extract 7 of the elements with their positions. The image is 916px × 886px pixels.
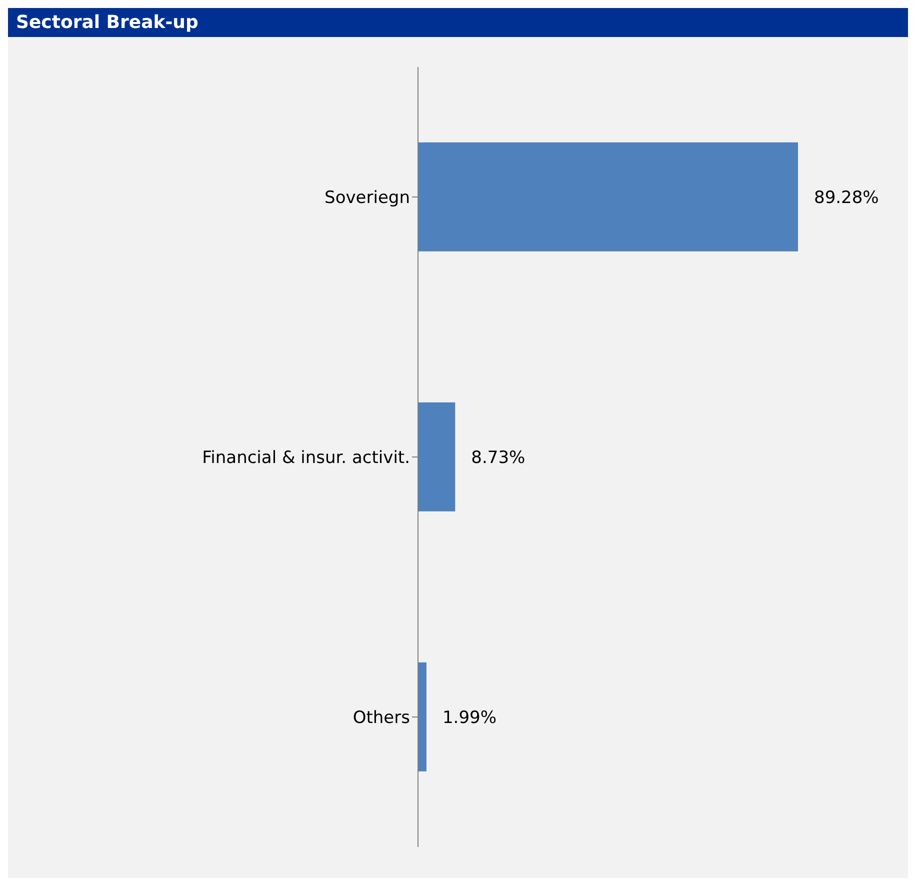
y-tick-label: Soveriegn (324, 188, 410, 208)
text: Sectoral Break-up (8, 8, 908, 37)
data-label: 1.99% (442, 708, 496, 728)
y-tick-label: Financial & insur. activit. (202, 448, 410, 468)
data-label: 8.73% (471, 448, 526, 468)
data-label: 89.28% (814, 188, 879, 208)
y-tick-label: Others (352, 708, 410, 728)
